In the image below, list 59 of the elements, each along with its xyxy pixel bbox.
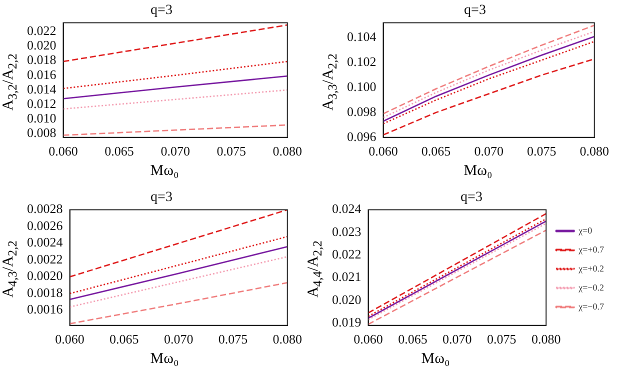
x-tick-label: 0.070 [160, 144, 190, 159]
x-tick-label: 0.060 [55, 332, 84, 347]
y-tick-label: 0.018 [27, 52, 56, 68]
x-tick-label: 0.065 [104, 144, 134, 159]
y-tick-label: 0.012 [27, 96, 56, 111]
y-tick-label: 0.024 [332, 201, 362, 216]
y-tick-label: 0.010 [27, 110, 56, 126]
legend-label: χ=+0.2 [578, 263, 604, 274]
y-tick-label: 0.019 [332, 314, 362, 330]
y-tick-label: 0.0022 [27, 251, 63, 266]
x-tick-label: 0.075 [526, 144, 556, 159]
chart-title: q=3 [150, 3, 172, 18]
y-tick-label: 0.0028 [27, 201, 63, 216]
legend-label: χ=+0.7 [578, 244, 604, 254]
x-tick-label: 0.070 [442, 332, 472, 347]
x-tick-label: 0.075 [487, 332, 516, 347]
y-tick-label: 0.098 [347, 104, 376, 119]
x-tick-label: 0.060 [48, 144, 78, 159]
y-tick-label: 0.100 [347, 78, 376, 94]
chart-title: q=3 [460, 190, 482, 206]
x-tick-label: 0.065 [421, 144, 451, 159]
y-tick-label: 0.014 [27, 81, 57, 96]
x-tick-label: 0.070 [474, 144, 504, 159]
x-axis-title: Mω₀ [149, 163, 180, 180]
chart-title: q=3 [464, 3, 486, 18]
y-tick-label: 0.104 [347, 29, 377, 44]
y-tick-label: 0.021 [332, 269, 362, 284]
y-tick-label: 0.020 [27, 38, 56, 53]
x-tick-label: 0.080 [272, 332, 302, 347]
x-tick-label: 0.075 [216, 144, 246, 159]
x-axis-title: Mω₀ [149, 351, 180, 368]
y-tick-label: 0.0018 [27, 284, 63, 300]
x-tick-label: 0.080 [531, 332, 561, 347]
x-tick-label: 0.070 [164, 332, 194, 347]
x-tick-label: 0.075 [218, 332, 248, 347]
y-tick-label: 0.008 [27, 125, 56, 140]
x-tick-label: 0.060 [368, 144, 398, 159]
legend-label: χ=−0.7 [578, 301, 604, 312]
y-tick-label: 0.096 [347, 128, 377, 144]
y-tick-label: 0.0020 [27, 268, 63, 284]
x-tick-label: 0.065 [398, 332, 428, 347]
y-tick-label: 0.102 [347, 54, 376, 70]
y-tick-label: 0.020 [332, 292, 362, 307]
x-axis-title: Mω₀ [462, 163, 494, 180]
x-tick-label: 0.065 [110, 332, 139, 347]
y-tick-label: 0.0024 [27, 234, 64, 250]
legend-label: χ=−0.2 [578, 282, 604, 292]
y-tick-label: 0.0026 [27, 218, 64, 233]
y-tick-label: 0.022 [27, 22, 56, 38]
y-tick-label: 0.0016 [27, 302, 64, 317]
y-tick-label: 0.022 [332, 246, 362, 262]
y-tick-label: 0.023 [332, 224, 362, 239]
legend-label: χ=0 [578, 225, 593, 236]
chart-title: q=3 [150, 190, 172, 206]
x-tick-label: 0.060 [354, 332, 383, 347]
x-tick-label: 0.080 [580, 144, 609, 159]
x-axis-title: Mω₀ [420, 351, 451, 368]
x-tick-label: 0.080 [272, 144, 302, 159]
y-tick-label: 0.016 [27, 66, 57, 82]
